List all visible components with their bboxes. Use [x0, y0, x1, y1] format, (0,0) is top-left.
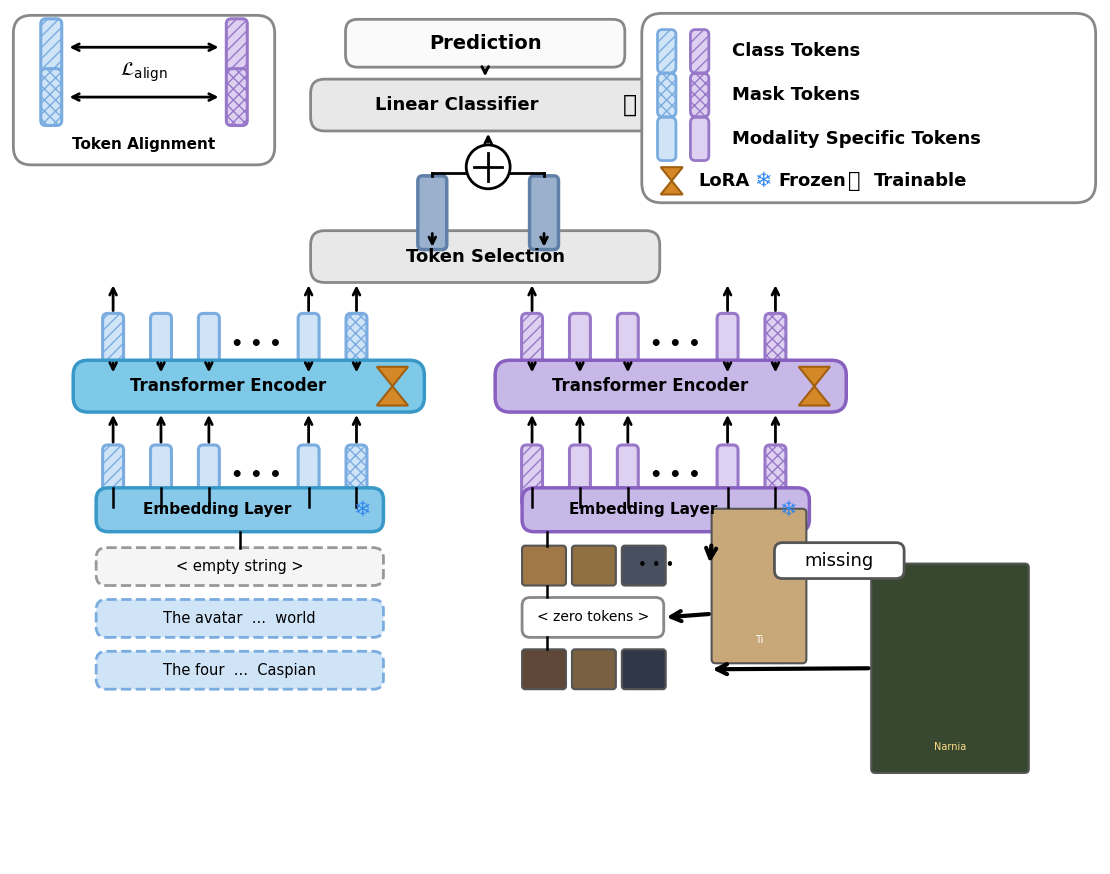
FancyBboxPatch shape — [102, 314, 123, 375]
Text: The four  ...  Caspian: The four ... Caspian — [163, 662, 316, 677]
Text: • • •: • • • — [637, 558, 674, 573]
Polygon shape — [799, 367, 830, 386]
Text: • • •: • • • — [232, 467, 282, 485]
FancyBboxPatch shape — [311, 80, 659, 131]
FancyBboxPatch shape — [522, 649, 566, 690]
Text: The avatar  ...  world: The avatar ... world — [163, 611, 316, 626]
FancyBboxPatch shape — [97, 548, 383, 586]
FancyBboxPatch shape — [13, 16, 274, 165]
FancyBboxPatch shape — [199, 445, 220, 507]
Text: ❄: ❄ — [755, 170, 771, 191]
FancyBboxPatch shape — [522, 314, 543, 375]
FancyBboxPatch shape — [572, 649, 616, 690]
Text: Class Tokens: Class Tokens — [731, 42, 860, 60]
FancyBboxPatch shape — [73, 360, 424, 412]
FancyBboxPatch shape — [871, 564, 1029, 773]
Polygon shape — [660, 181, 683, 194]
Text: Ti: Ti — [755, 635, 764, 645]
Text: • • •: • • • — [650, 335, 702, 354]
FancyBboxPatch shape — [617, 445, 638, 507]
FancyBboxPatch shape — [522, 445, 543, 507]
FancyBboxPatch shape — [765, 314, 786, 375]
FancyBboxPatch shape — [572, 545, 616, 586]
FancyBboxPatch shape — [775, 543, 905, 579]
FancyBboxPatch shape — [151, 445, 171, 507]
FancyBboxPatch shape — [97, 488, 383, 531]
FancyBboxPatch shape — [97, 651, 383, 690]
FancyBboxPatch shape — [151, 314, 171, 375]
Text: Mask Tokens: Mask Tokens — [731, 87, 859, 104]
FancyBboxPatch shape — [495, 360, 846, 412]
Text: • • •: • • • — [650, 467, 702, 485]
FancyBboxPatch shape — [417, 176, 446, 250]
Text: $\mathcal{L}_{\mathrm{align}}$: $\mathcal{L}_{\mathrm{align}}$ — [120, 60, 168, 84]
FancyBboxPatch shape — [226, 19, 248, 76]
FancyBboxPatch shape — [622, 649, 666, 690]
FancyBboxPatch shape — [690, 117, 709, 161]
Polygon shape — [799, 386, 830, 406]
FancyBboxPatch shape — [199, 314, 220, 375]
FancyBboxPatch shape — [657, 73, 676, 117]
FancyBboxPatch shape — [102, 445, 123, 507]
FancyBboxPatch shape — [311, 231, 659, 282]
FancyBboxPatch shape — [569, 445, 591, 507]
FancyBboxPatch shape — [717, 314, 738, 375]
FancyBboxPatch shape — [522, 545, 566, 586]
FancyBboxPatch shape — [642, 13, 1096, 203]
FancyBboxPatch shape — [299, 445, 319, 507]
FancyBboxPatch shape — [345, 19, 625, 67]
Text: LoRA: LoRA — [698, 172, 750, 190]
FancyBboxPatch shape — [41, 69, 62, 126]
Text: Modality Specific Tokens: Modality Specific Tokens — [731, 130, 980, 148]
Text: 🔥: 🔥 — [848, 170, 860, 191]
FancyBboxPatch shape — [617, 314, 638, 375]
FancyBboxPatch shape — [522, 598, 664, 637]
FancyBboxPatch shape — [346, 314, 367, 375]
FancyBboxPatch shape — [657, 30, 676, 73]
FancyBboxPatch shape — [226, 69, 248, 126]
Polygon shape — [376, 386, 408, 406]
FancyBboxPatch shape — [569, 314, 591, 375]
FancyBboxPatch shape — [765, 445, 786, 507]
FancyBboxPatch shape — [529, 176, 558, 250]
Text: Embedding Layer: Embedding Layer — [568, 503, 717, 517]
FancyBboxPatch shape — [346, 445, 367, 507]
Text: Transformer Encoder: Transformer Encoder — [552, 378, 748, 395]
FancyBboxPatch shape — [622, 545, 666, 586]
Text: 🔥: 🔥 — [623, 93, 637, 117]
FancyBboxPatch shape — [657, 117, 676, 161]
FancyBboxPatch shape — [690, 30, 709, 73]
Text: < zero tokens >: < zero tokens > — [537, 610, 649, 624]
FancyBboxPatch shape — [299, 314, 319, 375]
Text: Embedding Layer: Embedding Layer — [142, 503, 291, 517]
Text: • • •: • • • — [232, 335, 282, 354]
Text: missing: missing — [805, 551, 874, 570]
Text: Frozen: Frozen — [778, 172, 846, 190]
Text: ❄: ❄ — [353, 500, 371, 520]
FancyBboxPatch shape — [717, 445, 738, 507]
FancyBboxPatch shape — [522, 488, 809, 531]
Text: < empty string >: < empty string > — [176, 559, 304, 574]
Text: Token Selection: Token Selection — [405, 247, 565, 266]
Text: Token Alignment: Token Alignment — [72, 137, 215, 152]
Text: Linear Classifier: Linear Classifier — [375, 96, 539, 114]
FancyBboxPatch shape — [41, 19, 62, 76]
Text: Narnia: Narnia — [934, 742, 966, 752]
FancyBboxPatch shape — [690, 73, 709, 117]
Text: Trainable: Trainable — [875, 172, 968, 190]
Text: ❄: ❄ — [779, 500, 796, 520]
FancyBboxPatch shape — [712, 509, 806, 663]
Circle shape — [466, 145, 511, 189]
Polygon shape — [660, 167, 683, 181]
Text: Prediction: Prediction — [428, 34, 542, 52]
Polygon shape — [376, 367, 408, 386]
FancyBboxPatch shape — [97, 600, 383, 637]
Text: Transformer Encoder: Transformer Encoder — [130, 378, 326, 395]
